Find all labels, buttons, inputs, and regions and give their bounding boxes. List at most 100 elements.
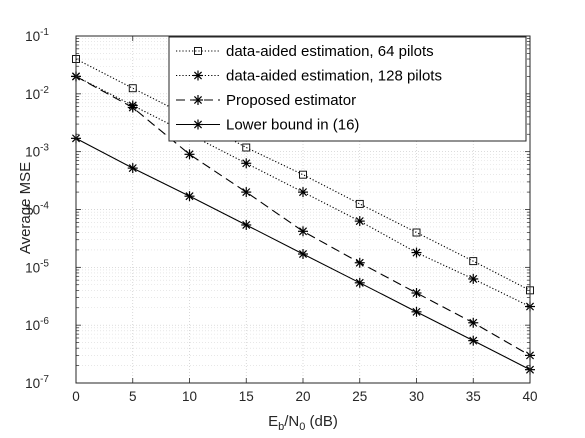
data-point [298, 226, 308, 237]
asterisk-stroke [128, 164, 137, 173]
data-point [355, 199, 364, 208]
x-tick-label: 30 [409, 389, 424, 404]
legend-label: Proposed estimator [226, 92, 356, 109]
y-tick-label-base: 10 [25, 29, 40, 44]
legend-entry-2: data-aided estimation, 128 pilots [176, 68, 442, 85]
y-tick-labels: 10-710-610-510-410-310-210-1 [25, 27, 49, 391]
x-axis-label-sub-0: 0 [299, 421, 305, 433]
data-point [468, 335, 479, 346]
y-tick-label-base: 10 [25, 203, 40, 218]
data-point [241, 219, 252, 230]
asterisk-stroke [355, 217, 364, 226]
data-point [469, 257, 478, 266]
asterisk-stroke [185, 150, 194, 159]
data-point [411, 247, 422, 258]
data-point [298, 187, 308, 198]
x-axis-label-unit: (dB) [305, 413, 338, 430]
y-tick-label-base: 10 [25, 87, 40, 102]
legend-marker [193, 95, 203, 105]
data-point [298, 249, 308, 260]
legend-entry-1: data-aided estimation, 64 pilots [176, 43, 434, 60]
asterisk-stroke [355, 278, 364, 287]
legend-label: data-aided estimation, 64 pilots [226, 43, 434, 60]
y-tick-label: 10-4 [25, 201, 49, 218]
y-tick-label: 10-6 [25, 316, 49, 333]
data-point [412, 228, 421, 237]
x-tick-label: 40 [522, 389, 537, 404]
x-tick-label: 5 [129, 389, 137, 404]
asterisk-stroke [298, 249, 308, 259]
data-point [468, 317, 479, 328]
data-point [354, 257, 365, 268]
legend-label: Lower bound in (16) [226, 117, 359, 134]
legend-label: data-aided estimation, 128 pilots [226, 68, 442, 85]
y-axis-label: Average MSE [17, 162, 34, 254]
y-tick-label: 10-1 [25, 27, 49, 44]
y-tick-label-exponent: -3 [40, 143, 49, 154]
y-tick-label: 10-5 [25, 258, 49, 275]
asterisk-stroke [193, 71, 203, 80]
asterisk-stroke [412, 288, 421, 298]
x-tick-label: 0 [72, 389, 80, 404]
legend-box [168, 36, 527, 142]
data-point [299, 170, 307, 179]
asterisk-stroke [355, 258, 364, 267]
y-tick-label: 10-3 [25, 143, 49, 160]
asterisk-stroke [193, 95, 203, 105]
data-point [354, 277, 365, 288]
legend-entry-3: Proposed estimator [176, 92, 356, 109]
series-line [75, 75, 531, 356]
series-layer [71, 55, 535, 375]
y-tick-label-base: 10 [25, 376, 40, 391]
asterisk-stroke [298, 227, 308, 236]
asterisk-stroke [412, 307, 421, 316]
asterisk-stroke [193, 120, 203, 129]
asterisk-stroke [412, 248, 421, 257]
legend-marker [193, 119, 203, 130]
data-point [127, 163, 138, 174]
x-axis-label-base: E [268, 413, 278, 430]
x-axis-label-slash: /N [284, 413, 299, 430]
data-point [468, 273, 479, 284]
y-tick-label-exponent: -4 [40, 201, 49, 212]
x-tick-label: 10 [182, 389, 197, 404]
asterisk-stroke [469, 318, 478, 327]
y-tick-label-exponent: -1 [40, 27, 49, 38]
asterisk-stroke [242, 159, 251, 168]
x-tick-labels: 0 5 10 15 20 25 30 35 40 [72, 389, 537, 404]
legend: data-aided estimation, 64 pilots data-aid… [168, 36, 527, 142]
x-axis-label: Eb/N0 (dB) [268, 413, 338, 433]
x-axis-label-sub-b: b [278, 421, 284, 433]
y-tick-label-base: 10 [25, 318, 40, 333]
y-tick-label: 10-2 [25, 85, 49, 102]
data-point [411, 287, 422, 298]
y-tick-label-base: 10 [25, 260, 40, 275]
legend-marker [194, 47, 202, 55]
asterisk-stroke [298, 188, 308, 197]
data-point [128, 84, 137, 93]
data-point [242, 143, 251, 152]
legend-marker [193, 70, 203, 81]
asterisk-stroke [242, 220, 251, 230]
data-point [184, 191, 195, 202]
y-tick-label-exponent: -2 [40, 85, 49, 96]
data-point [241, 158, 252, 169]
data-point [411, 306, 422, 317]
y-tick-label-exponent: -6 [40, 316, 49, 327]
asterisk-stroke [185, 192, 194, 201]
asterisk-stroke [469, 336, 478, 345]
data-point [354, 216, 365, 227]
asterisk-stroke [128, 103, 137, 112]
axis-ticks [75, 35, 531, 384]
data-point [184, 149, 195, 160]
x-tick-label: 35 [466, 389, 481, 404]
x-tick-label: 15 [239, 389, 254, 404]
y-tick-label-exponent: -5 [40, 258, 49, 269]
asterisk-stroke [469, 274, 478, 283]
y-tick-label-base: 10 [25, 145, 40, 160]
data-point [241, 187, 252, 198]
y-tick-label-exponent: -7 [40, 374, 49, 385]
y-tick-label: 10-7 [25, 374, 49, 391]
x-tick-label: 25 [352, 389, 367, 404]
